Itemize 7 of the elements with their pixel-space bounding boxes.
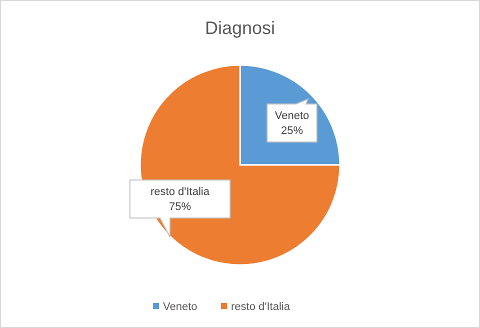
chart-title: Diagnosi [204,18,276,38]
data-label: 75% [168,201,192,213]
legend-label: resto d'Italia [231,301,291,313]
legend-label: Veneto [163,301,198,313]
slice-label: resto d'Italia [150,186,210,198]
slice-label: Veneto [274,110,310,122]
data-label: 25% [280,125,304,137]
